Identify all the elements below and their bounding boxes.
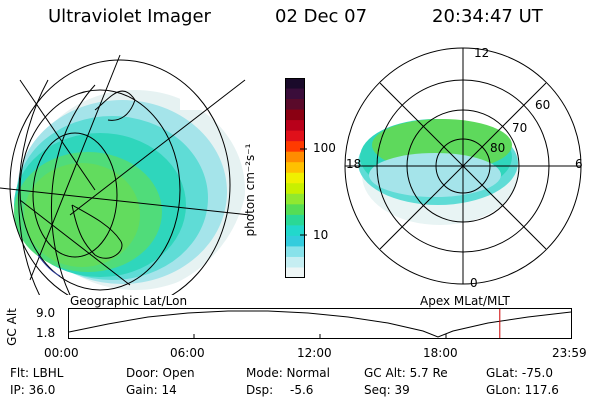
colorbar-swatch [285, 256, 305, 269]
colorbar-unit-label: photon cm⁻²s⁻¹ [243, 143, 257, 237]
meridian-line [51, 84, 96, 295]
mlt-label-6: 6 [575, 157, 583, 171]
status-filter: Flt: LBHL [10, 366, 64, 380]
timeline-tick-0000: 00:00 [44, 346, 79, 360]
status-door: Door: Open [126, 366, 195, 380]
mlt-label-0: 0 [470, 276, 478, 290]
time-label: 20:34:47 UT [432, 6, 543, 27]
colorbar-swatch [285, 141, 305, 153]
geographic-map [0, 40, 251, 295]
mlat-label-80: 80 [490, 141, 506, 155]
status-dsp: Dsp: [246, 383, 274, 397]
colorbar-swatch [285, 204, 305, 216]
status-mode: Mode: Normal [246, 366, 330, 380]
latitude-circle-inner [32, 132, 118, 258]
polar-map-caption: Apex MLat/MLT [420, 294, 510, 308]
colorbar-swatch [285, 183, 305, 195]
mlt-meridian-line [379, 82, 547, 250]
timeline-tick-1800: 18:00 [423, 346, 458, 360]
colorbar-swatch [285, 130, 305, 142]
colorbar-swatch [285, 88, 305, 100]
meridian-line [19, 199, 131, 286]
colorbar-swatch [285, 172, 305, 184]
coastline [71, 204, 123, 259]
colorbar-tick: 100 [313, 141, 336, 155]
status-glat: GLat: -75.0 [486, 366, 553, 380]
colorbar-swatch [285, 235, 305, 248]
date-label: 02 Dec 07 [275, 6, 368, 27]
timeline-tick-1200: 12:00 [297, 346, 332, 360]
polar-map [344, 47, 582, 285]
timeline-plot [68, 308, 572, 339]
colorbar-swatch [285, 120, 305, 132]
meridian-line [29, 54, 121, 281]
mlat-label-60: 60 [535, 98, 551, 112]
colorbar-swatch [285, 225, 305, 237]
instrument-title: Ultraviolet Imager [48, 6, 211, 27]
mlt-label-18: 18 [346, 157, 362, 171]
meridian-line [19, 79, 96, 191]
colorbar-swatch [285, 109, 305, 121]
status-gc-alt: GC Alt: 5.7 Re [364, 366, 448, 380]
status-ip: IP: 36.0 [10, 383, 56, 397]
status-seq: Seq: 39 [364, 383, 410, 397]
mlt-label-12: 12 [474, 46, 490, 60]
colorbar-swatch [285, 162, 305, 174]
mlat-label-70: 70 [512, 121, 528, 135]
coastline-blue [37, 254, 61, 277]
timeline-y-max: 9.0 [36, 306, 56, 320]
timeline-y-label: GC Alt [5, 308, 19, 346]
colorbar-swatch [285, 99, 305, 111]
colorbar-swatch [285, 246, 305, 258]
timeline-y-min: 1.8 [36, 326, 56, 340]
meridian-line [69, 79, 246, 216]
colorbar-swatch [285, 193, 305, 205]
colorbar-tick: 10 [313, 228, 329, 242]
coastline [94, 90, 136, 121]
colorbar-swatch [285, 151, 305, 163]
latitude-circle-outer [9, 59, 231, 295]
timeline-tick-0600: 06:00 [170, 346, 205, 360]
meridian-line [0, 187, 251, 216]
geo-map-caption: Geographic Lat/Lon [70, 294, 188, 308]
status-dsp-value: -5.6 [290, 383, 314, 397]
colorbar-swatch [285, 267, 305, 278]
geo-aurora-image [0, 40, 248, 290]
status-glon: GLon: 117.6 [486, 383, 559, 397]
colorbar-swatch [285, 78, 305, 90]
colorbar [285, 78, 305, 278]
timeline-tick-2359: 23:59 [552, 346, 587, 360]
status-gain: Gain: 14 [126, 383, 177, 397]
gc-alt-curve [68, 310, 572, 338]
colorbar-swatch [285, 214, 305, 226]
colorbar-tick-marks [300, 148, 307, 236]
colorbar-frame [285, 78, 305, 278]
